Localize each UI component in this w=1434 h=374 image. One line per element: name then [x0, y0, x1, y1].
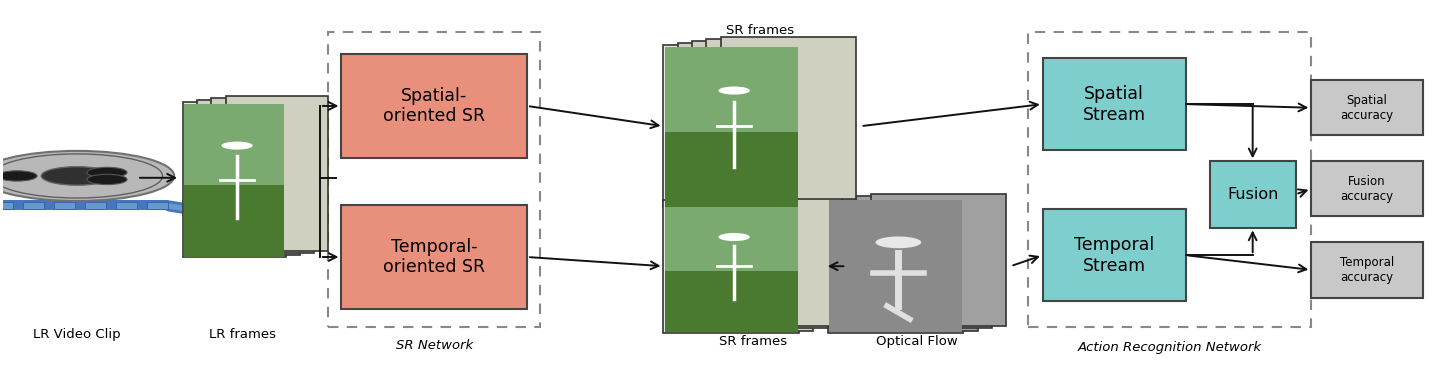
- FancyBboxPatch shape: [184, 186, 284, 257]
- FancyBboxPatch shape: [842, 198, 978, 331]
- Text: SR frames: SR frames: [726, 24, 794, 37]
- FancyBboxPatch shape: [211, 98, 314, 253]
- FancyBboxPatch shape: [1210, 161, 1295, 227]
- Text: SR Network: SR Network: [396, 339, 473, 352]
- Circle shape: [0, 171, 37, 181]
- Circle shape: [87, 174, 128, 185]
- FancyBboxPatch shape: [23, 202, 44, 209]
- FancyBboxPatch shape: [707, 194, 842, 327]
- Text: Fusion
accuracy: Fusion accuracy: [1341, 175, 1394, 203]
- FancyBboxPatch shape: [720, 37, 856, 199]
- FancyBboxPatch shape: [1311, 161, 1423, 217]
- FancyBboxPatch shape: [665, 201, 797, 273]
- Circle shape: [876, 236, 921, 248]
- FancyBboxPatch shape: [116, 202, 138, 209]
- FancyBboxPatch shape: [0, 200, 169, 210]
- FancyBboxPatch shape: [1043, 209, 1186, 301]
- FancyBboxPatch shape: [664, 200, 799, 332]
- FancyBboxPatch shape: [225, 96, 328, 251]
- Text: Temporal-
oriented SR: Temporal- oriented SR: [383, 237, 485, 276]
- FancyBboxPatch shape: [678, 43, 813, 205]
- Circle shape: [42, 167, 113, 185]
- Circle shape: [718, 86, 750, 95]
- FancyBboxPatch shape: [196, 100, 300, 255]
- FancyBboxPatch shape: [707, 39, 842, 201]
- FancyBboxPatch shape: [829, 200, 962, 332]
- Circle shape: [87, 167, 128, 178]
- FancyBboxPatch shape: [665, 47, 797, 134]
- FancyBboxPatch shape: [1311, 242, 1423, 298]
- Text: Spatial
Stream: Spatial Stream: [1083, 85, 1146, 123]
- Text: Fusion: Fusion: [1228, 187, 1278, 202]
- FancyBboxPatch shape: [341, 54, 528, 157]
- Circle shape: [718, 233, 750, 241]
- FancyBboxPatch shape: [53, 202, 75, 209]
- FancyBboxPatch shape: [85, 202, 106, 209]
- FancyBboxPatch shape: [182, 102, 285, 257]
- Circle shape: [0, 151, 174, 201]
- FancyBboxPatch shape: [341, 205, 528, 309]
- Text: Temporal
accuracy: Temporal accuracy: [1339, 256, 1394, 284]
- FancyBboxPatch shape: [827, 200, 964, 332]
- FancyBboxPatch shape: [1043, 58, 1186, 150]
- Text: LR frames: LR frames: [209, 328, 277, 341]
- Text: Action Recognition Network: Action Recognition Network: [1078, 341, 1262, 354]
- Text: LR Video Clip: LR Video Clip: [33, 328, 120, 341]
- FancyBboxPatch shape: [664, 45, 799, 207]
- FancyBboxPatch shape: [693, 41, 827, 203]
- FancyBboxPatch shape: [1311, 80, 1423, 135]
- Text: SR frames: SR frames: [718, 335, 787, 348]
- FancyBboxPatch shape: [665, 271, 797, 332]
- FancyBboxPatch shape: [665, 132, 797, 207]
- Text: Temporal
Stream: Temporal Stream: [1074, 236, 1154, 275]
- FancyBboxPatch shape: [0, 202, 13, 209]
- FancyBboxPatch shape: [693, 196, 827, 328]
- Text: Optical Flow: Optical Flow: [876, 335, 958, 348]
- FancyBboxPatch shape: [870, 194, 1007, 327]
- Text: Spatial-
oriented SR: Spatial- oriented SR: [383, 86, 485, 125]
- FancyBboxPatch shape: [184, 104, 284, 187]
- Text: Spatial
accuracy: Spatial accuracy: [1341, 94, 1394, 122]
- FancyBboxPatch shape: [856, 196, 992, 328]
- Circle shape: [221, 141, 252, 150]
- FancyBboxPatch shape: [678, 198, 813, 331]
- FancyBboxPatch shape: [148, 202, 168, 209]
